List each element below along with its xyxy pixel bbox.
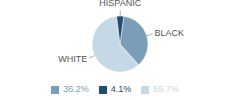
- svg-text:BLACK: BLACK: [154, 28, 184, 38]
- html-text:36.2%: 36.2%: [63, 84, 89, 94]
- html-text:59.7%: 59.7%: [153, 84, 179, 94]
- html-text:4.1%: 4.1%: [110, 84, 132, 94]
- svg-text:WHITE: WHITE: [58, 54, 87, 64]
- svg-text:HISPANIC: HISPANIC: [99, 0, 141, 8]
